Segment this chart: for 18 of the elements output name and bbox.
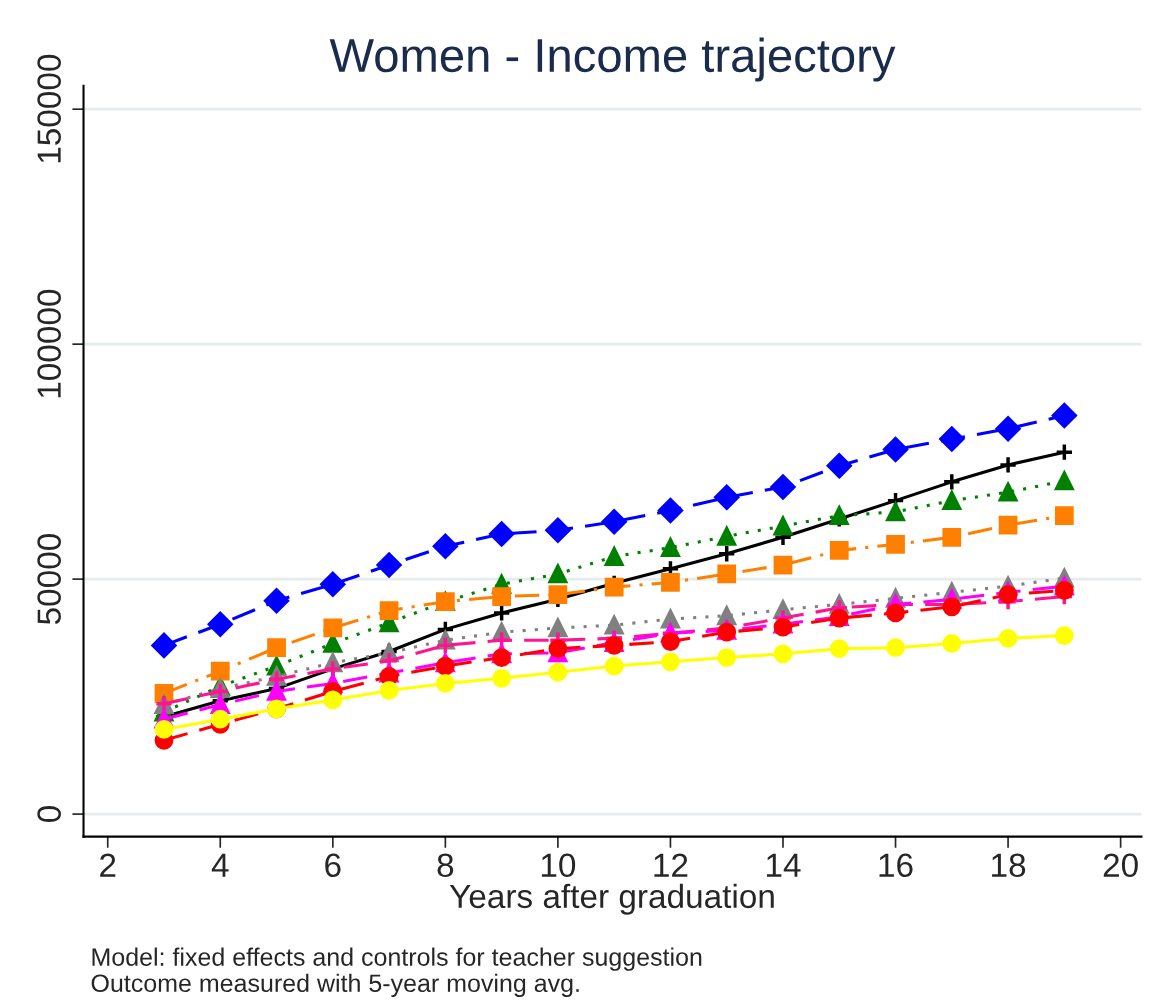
y-tick-label: 150000 xyxy=(37,54,61,163)
x-tick-label: 14 xyxy=(766,853,801,877)
y-tick-label: 100000 xyxy=(37,289,61,398)
x-tick-label: 8 xyxy=(437,853,454,878)
text: Model: fixed effects and controls for teacher suggestion xyxy=(92,947,702,971)
x-tick-label: 2 xyxy=(100,853,116,877)
text: Outcome measured with 5-year moving avg. xyxy=(91,973,579,998)
y-tick-label: 50000 xyxy=(37,534,61,625)
x-tick-label: 16 xyxy=(879,853,913,878)
x-tick-label: 4 xyxy=(211,853,229,877)
x-axis-title: Years after graduation xyxy=(449,883,774,915)
chart-title: Women - Income trajectory xyxy=(329,37,896,82)
x-tick-label: 10 xyxy=(541,853,576,878)
x-tick-label: 20 xyxy=(1103,853,1138,878)
x-tick-label: 6 xyxy=(325,853,341,878)
y-tick-label: 0 xyxy=(37,806,61,823)
x-tick-label: 12 xyxy=(654,853,688,877)
x-tick-label: 18 xyxy=(992,853,1026,878)
